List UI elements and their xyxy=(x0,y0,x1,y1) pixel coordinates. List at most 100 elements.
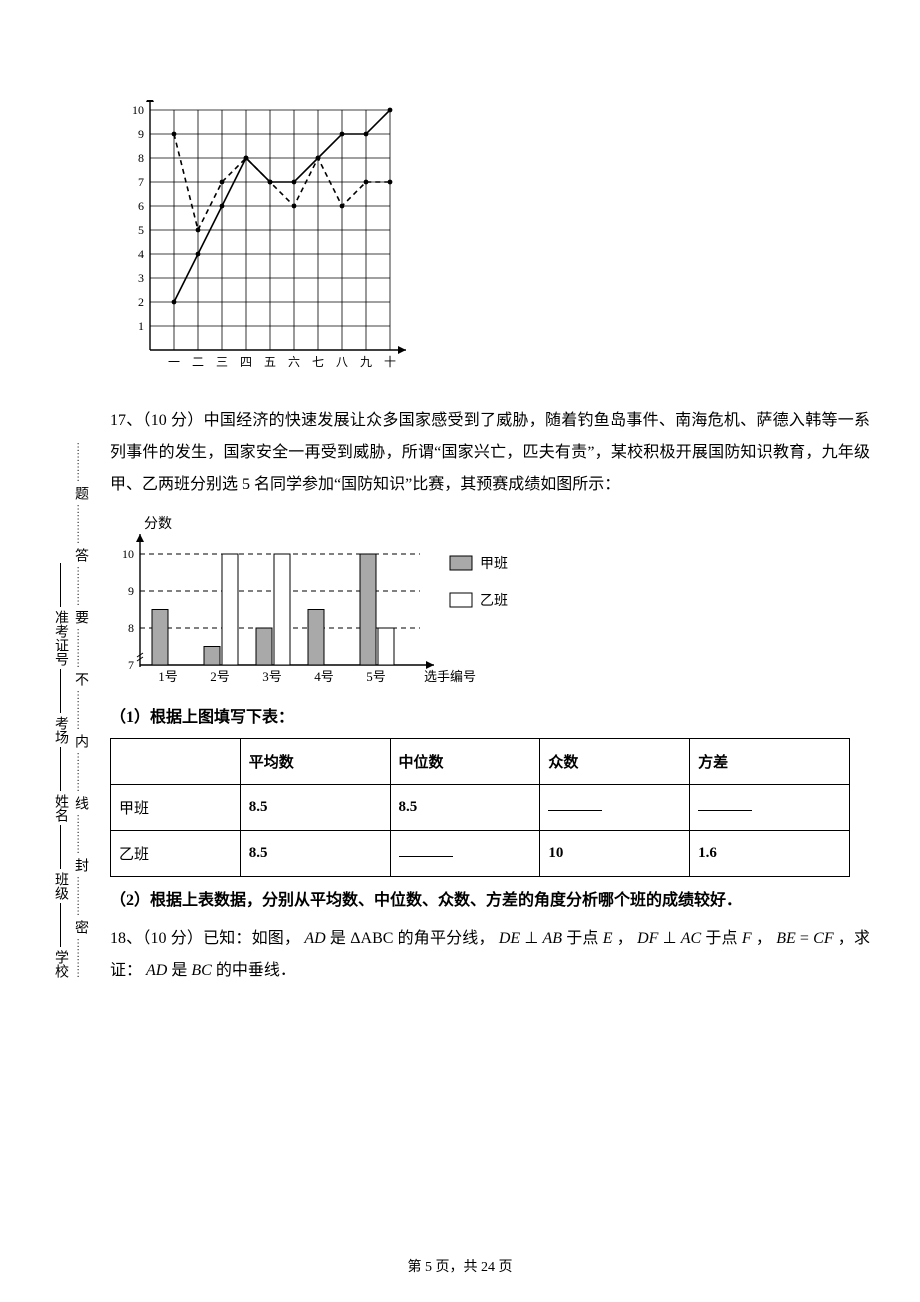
blank-field xyxy=(548,799,602,811)
q18-de: DE xyxy=(499,930,520,947)
q18-at1: 于点 xyxy=(562,930,603,947)
q18-tail: 的中垂线． xyxy=(212,962,296,979)
bind-field-line xyxy=(60,669,61,713)
svg-text:四: 四 xyxy=(240,355,252,369)
chart-scores-svg: 78910分数1号2号3号4号5号选手编号甲班乙班 xyxy=(110,507,510,687)
table-header-cell: 众数 xyxy=(540,739,690,785)
q18-f: F xyxy=(742,930,752,947)
svg-text:4: 4 xyxy=(138,247,144,261)
bind-field-line xyxy=(60,825,61,869)
bind-dots: ………… xyxy=(75,626,86,670)
bind-seal-char: 线 xyxy=(70,794,90,812)
svg-text:5号: 5号 xyxy=(366,669,386,684)
q18-ab: AB xyxy=(542,930,562,947)
bind-seal-char: 封 xyxy=(70,856,90,874)
binding-seal-track: …………密…………封…………线…………内…………不…………要…………答…………题… xyxy=(70,140,90,980)
svg-text:7: 7 xyxy=(128,658,134,672)
q18-c2: ， xyxy=(752,930,772,947)
svg-text:三: 三 xyxy=(216,355,228,369)
q18-is2: 是 xyxy=(167,962,191,979)
q18-bc: BC xyxy=(191,962,211,979)
svg-text:1: 1 xyxy=(138,319,144,333)
bind-field-2: 姓名 xyxy=(50,792,70,824)
svg-text:2: 2 xyxy=(138,295,144,309)
table-cell xyxy=(390,831,540,877)
svg-text:10: 10 xyxy=(132,103,144,117)
table-header-cell xyxy=(111,739,241,785)
q17-part1: （1）根据上图填写下表： xyxy=(110,702,870,734)
bind-seal-char: 不 xyxy=(70,670,90,688)
svg-text:10: 10 xyxy=(122,547,134,561)
svg-text:二: 二 xyxy=(192,355,204,369)
bind-dots: ………… xyxy=(75,502,86,546)
bind-dots: ………… xyxy=(75,564,86,608)
table-cell: 8.5 xyxy=(240,785,390,831)
bind-dots: ………… xyxy=(75,688,86,732)
svg-text:五: 五 xyxy=(264,355,276,369)
table-cell xyxy=(540,785,690,831)
bind-dots: ………… xyxy=(75,936,86,980)
bind-dots: ………… xyxy=(75,750,86,794)
svg-text:一: 一 xyxy=(168,355,180,369)
binding-column: 学校班级姓名考场准考证号 …………密…………封…………线…………内…………不……… xyxy=(50,140,90,980)
q18-ad: AD xyxy=(304,930,325,947)
page-content: 12345678910一二三四五六七八九十环数次数甲乙 17、（10 分）中国经… xyxy=(110,100,870,993)
q18-ad2: AD xyxy=(146,962,167,979)
binding-fields-track: 学校 班级 姓名 考场 准考证号 xyxy=(50,140,70,980)
bind-dots: ………… xyxy=(75,440,86,484)
svg-text:七: 七 xyxy=(312,355,324,369)
bind-seal-char: 要 xyxy=(70,608,90,626)
q18-tri: ΔABC xyxy=(350,930,393,947)
svg-text:3号: 3号 xyxy=(262,669,282,684)
q18-c1: ， xyxy=(613,930,633,947)
svg-text:十: 十 xyxy=(384,355,396,369)
bind-field-0: 学校 xyxy=(50,948,70,980)
blank-field xyxy=(698,799,752,811)
bind-field-1: 班级 xyxy=(50,870,70,902)
bind-field-line xyxy=(60,563,61,607)
q17-body: 中国经济的快速发展让众多国家感受到了威胁，随着钓鱼岛事件、南海危机、萨德入韩等一… xyxy=(110,412,870,493)
svg-text:9: 9 xyxy=(138,127,144,141)
q18-prefix: 18、（10 分） xyxy=(110,930,203,947)
svg-text:1号: 1号 xyxy=(158,669,178,684)
bind-field-4: 准考证号 xyxy=(50,608,70,668)
svg-text:9: 9 xyxy=(128,584,134,598)
svg-text:5: 5 xyxy=(138,223,144,237)
table-row-label: 乙班 xyxy=(111,831,241,877)
q18-eq: = xyxy=(796,930,813,947)
bind-field-line xyxy=(60,903,61,947)
chart-scores: 78910分数1号2号3号4号5号选手编号甲班乙班 xyxy=(110,507,870,692)
svg-text:8: 8 xyxy=(138,151,144,165)
table-row: 乙班8.5101.6 xyxy=(111,831,850,877)
q17-text: 17、（10 分）中国经济的快速发展让众多国家感受到了威胁，随着钓鱼岛事件、南海… xyxy=(110,405,870,501)
table-cell: 8.5 xyxy=(390,785,540,831)
svg-text:4号: 4号 xyxy=(314,669,334,684)
svg-text:2号: 2号 xyxy=(210,669,230,684)
table-cell: 8.5 xyxy=(240,831,390,877)
bind-field-line xyxy=(60,747,61,791)
table-header-cell: 平均数 xyxy=(240,739,390,785)
page-footer: 第 5 页，共 24 页 xyxy=(0,1256,920,1276)
svg-text:6: 6 xyxy=(138,199,144,213)
svg-text:3: 3 xyxy=(138,271,144,285)
q18-p2: ⊥ xyxy=(658,930,680,947)
svg-text:九: 九 xyxy=(360,355,372,369)
bind-dots: ………… xyxy=(75,874,86,918)
svg-text:选手编号: 选手编号 xyxy=(424,669,476,684)
blank-field xyxy=(399,845,453,857)
bind-seal-char: 内 xyxy=(70,732,90,750)
svg-text:乙班: 乙班 xyxy=(480,593,508,609)
svg-text:8: 8 xyxy=(128,621,134,635)
footer-text: 第 5 页，共 24 页 xyxy=(408,1260,513,1275)
chart-rings: 12345678910一二三四五六七八九十环数次数甲乙 xyxy=(110,100,870,395)
q18-p1: ⊥ xyxy=(520,930,542,947)
table-row: 甲班8.58.5 xyxy=(111,785,850,831)
q18-is: 是 xyxy=(326,930,351,947)
q18-text: 18、（10 分）已知：如图， AD 是 ΔABC 的角平分线， DE ⊥ AB… xyxy=(110,923,870,987)
q18-ac: AC xyxy=(681,930,701,947)
bind-seal-char: 密 xyxy=(70,918,90,936)
bind-field-3: 考场 xyxy=(50,714,70,746)
table-cell xyxy=(690,785,850,831)
bind-dots: ………… xyxy=(75,812,86,856)
q18-lead: 已知：如图， xyxy=(203,930,300,947)
